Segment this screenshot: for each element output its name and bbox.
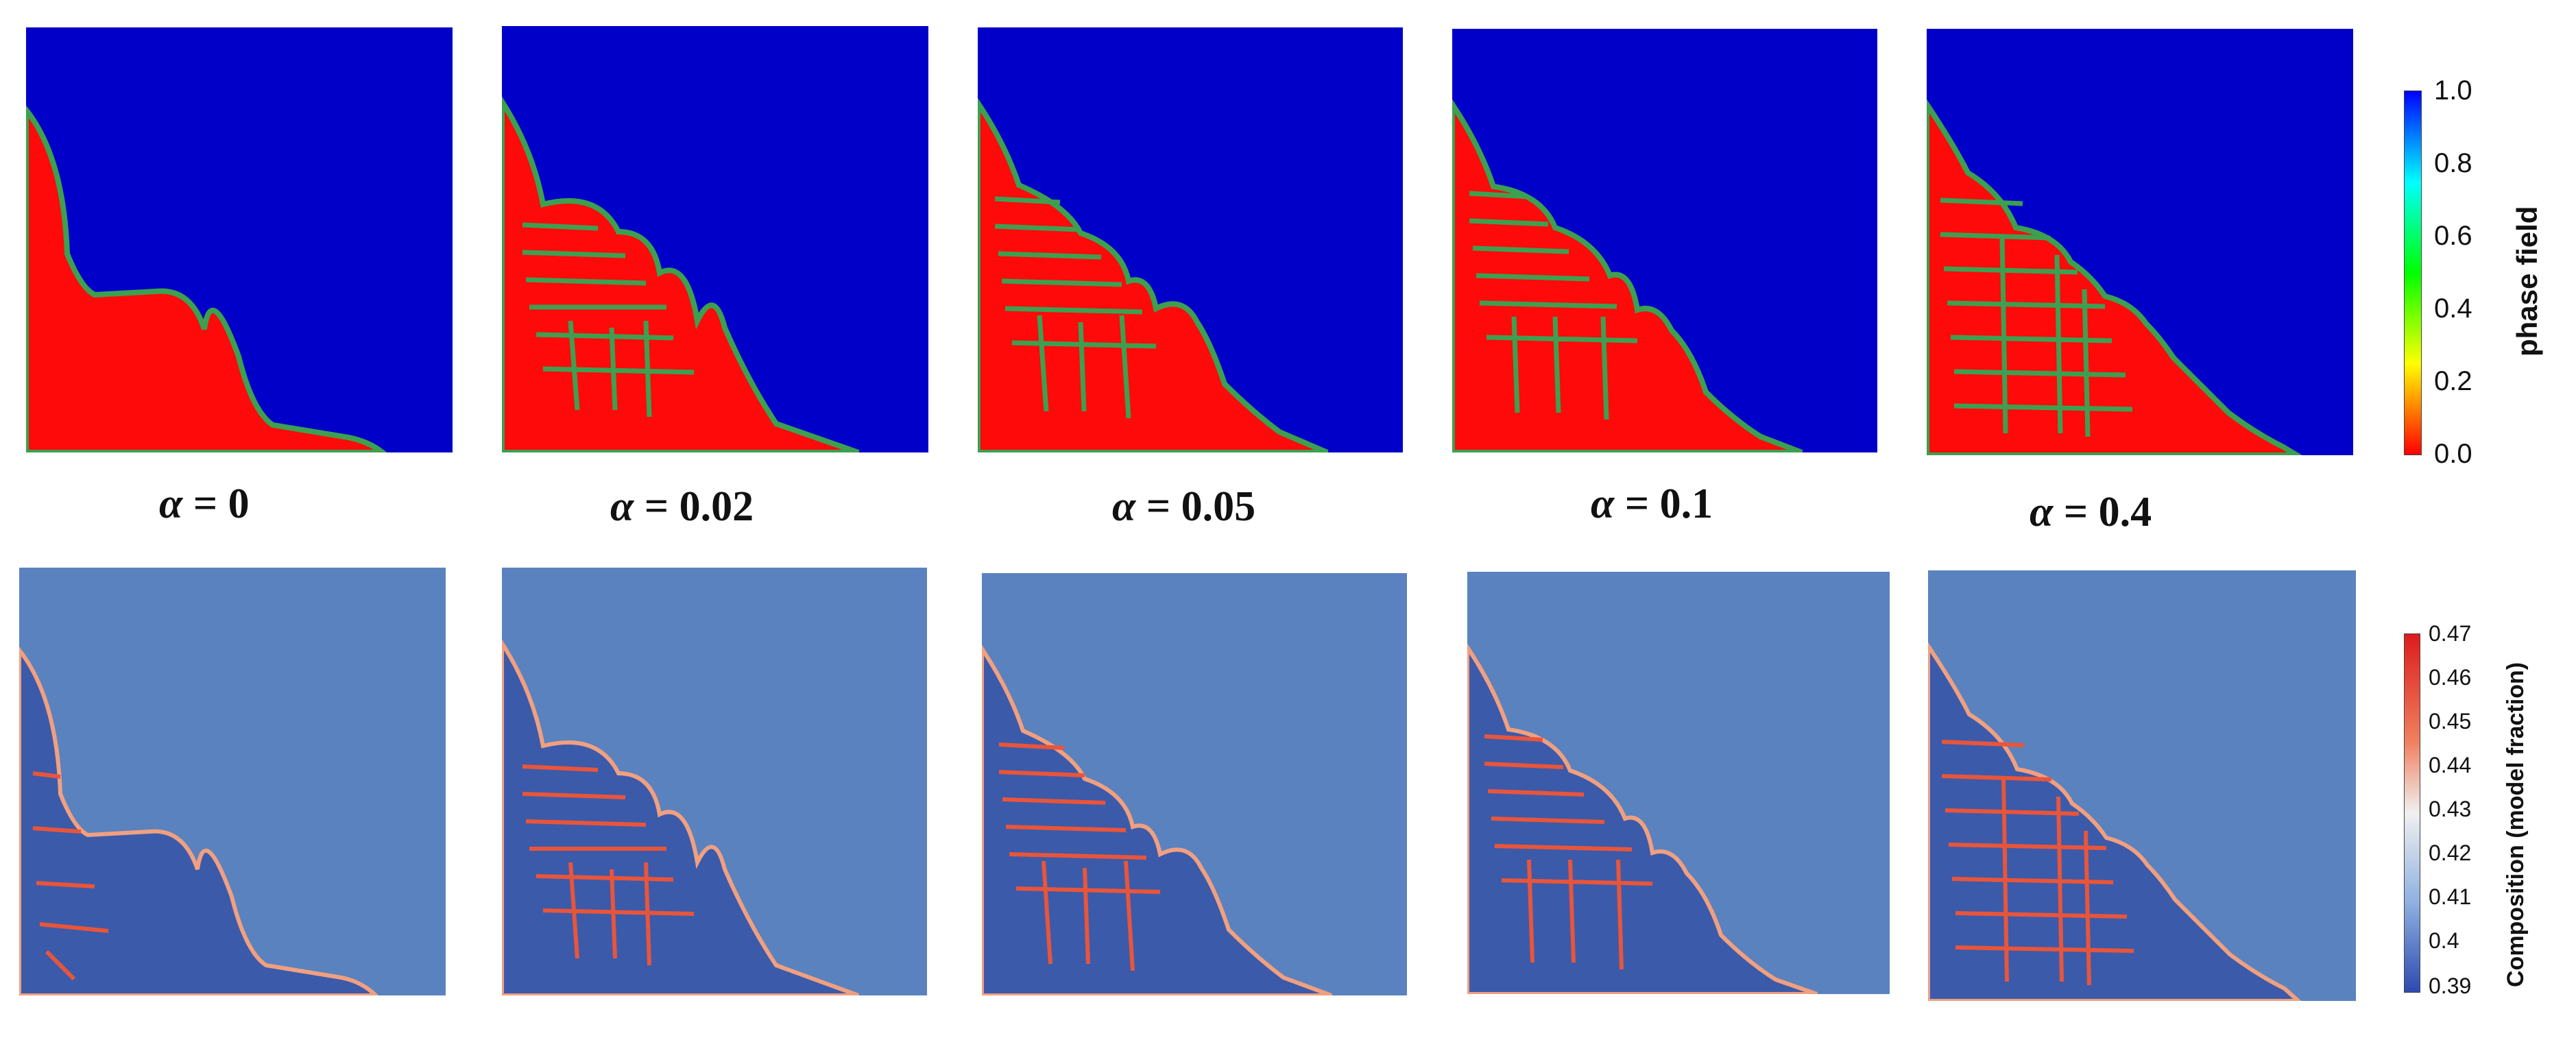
phase-field-colorbar-title: phase field — [2511, 206, 2543, 356]
colorbar-tick: 0.42 — [2429, 841, 2472, 865]
colorbar-tick: 0.39 — [2429, 974, 2472, 998]
colorbar-tick: 0.46 — [2429, 665, 2472, 690]
alpha-label-5: α = 0.4 — [2030, 488, 2152, 537]
alpha-value: = 0.05 — [1135, 483, 1256, 530]
colorbar-tick: 0.4 — [2434, 293, 2472, 324]
composition-panel-5 — [1928, 570, 2356, 1001]
phase-field-panel-3 — [978, 27, 1403, 452]
colorbar-tick: 0.44 — [2429, 753, 2472, 777]
phase-field-colorbar — [2404, 90, 2422, 455]
phase-field-panel-5 — [1927, 29, 2353, 455]
alpha-symbol: α — [1112, 483, 1136, 530]
composition-colorbar — [2404, 633, 2420, 993]
alpha-label-2: α = 0.02 — [610, 483, 754, 531]
alpha-symbol: α — [1591, 481, 1615, 527]
colorbar-tick: 0.4 — [2429, 928, 2459, 953]
phase-field-panel-2 — [502, 26, 928, 452]
alpha-value: = 0.02 — [634, 483, 754, 530]
colorbar-tick: 1.0 — [2434, 75, 2472, 106]
colorbar-tick: 0.2 — [2434, 366, 2472, 396]
phase-field-panel-1 — [26, 27, 453, 452]
alpha-label-4: α = 0.1 — [1591, 480, 1713, 529]
alpha-value: = 0.1 — [1614, 481, 1713, 527]
composition-panel-1 — [19, 568, 446, 995]
colorbar-tick: 0.43 — [2429, 797, 2472, 821]
alpha-symbol: α — [159, 481, 183, 527]
alpha-value: = 0.4 — [2053, 489, 2152, 535]
composition-colorbar-title: Composition (model fraction) — [2503, 662, 2529, 987]
phase-field-panel-4 — [1452, 29, 1877, 452]
colorbar-tick: 0.47 — [2429, 621, 2472, 646]
alpha-label-3: α = 0.05 — [1112, 483, 1255, 531]
alpha-symbol: α — [610, 483, 634, 530]
colorbar-tick: 0.8 — [2434, 148, 2472, 178]
alpha-value: = 0 — [182, 481, 250, 527]
colorbar-tick: 0.0 — [2434, 439, 2472, 469]
colorbar-tick: 0.41 — [2429, 884, 2472, 909]
composition-panel-2 — [502, 568, 927, 995]
colorbar-tick: 0.45 — [2429, 709, 2472, 734]
composition-panel-3 — [982, 573, 1407, 995]
alpha-label-1: α = 0 — [159, 480, 250, 529]
alpha-symbol: α — [2030, 489, 2054, 535]
composition-panel-4 — [1467, 572, 1890, 994]
colorbar-tick: 0.6 — [2434, 221, 2472, 251]
